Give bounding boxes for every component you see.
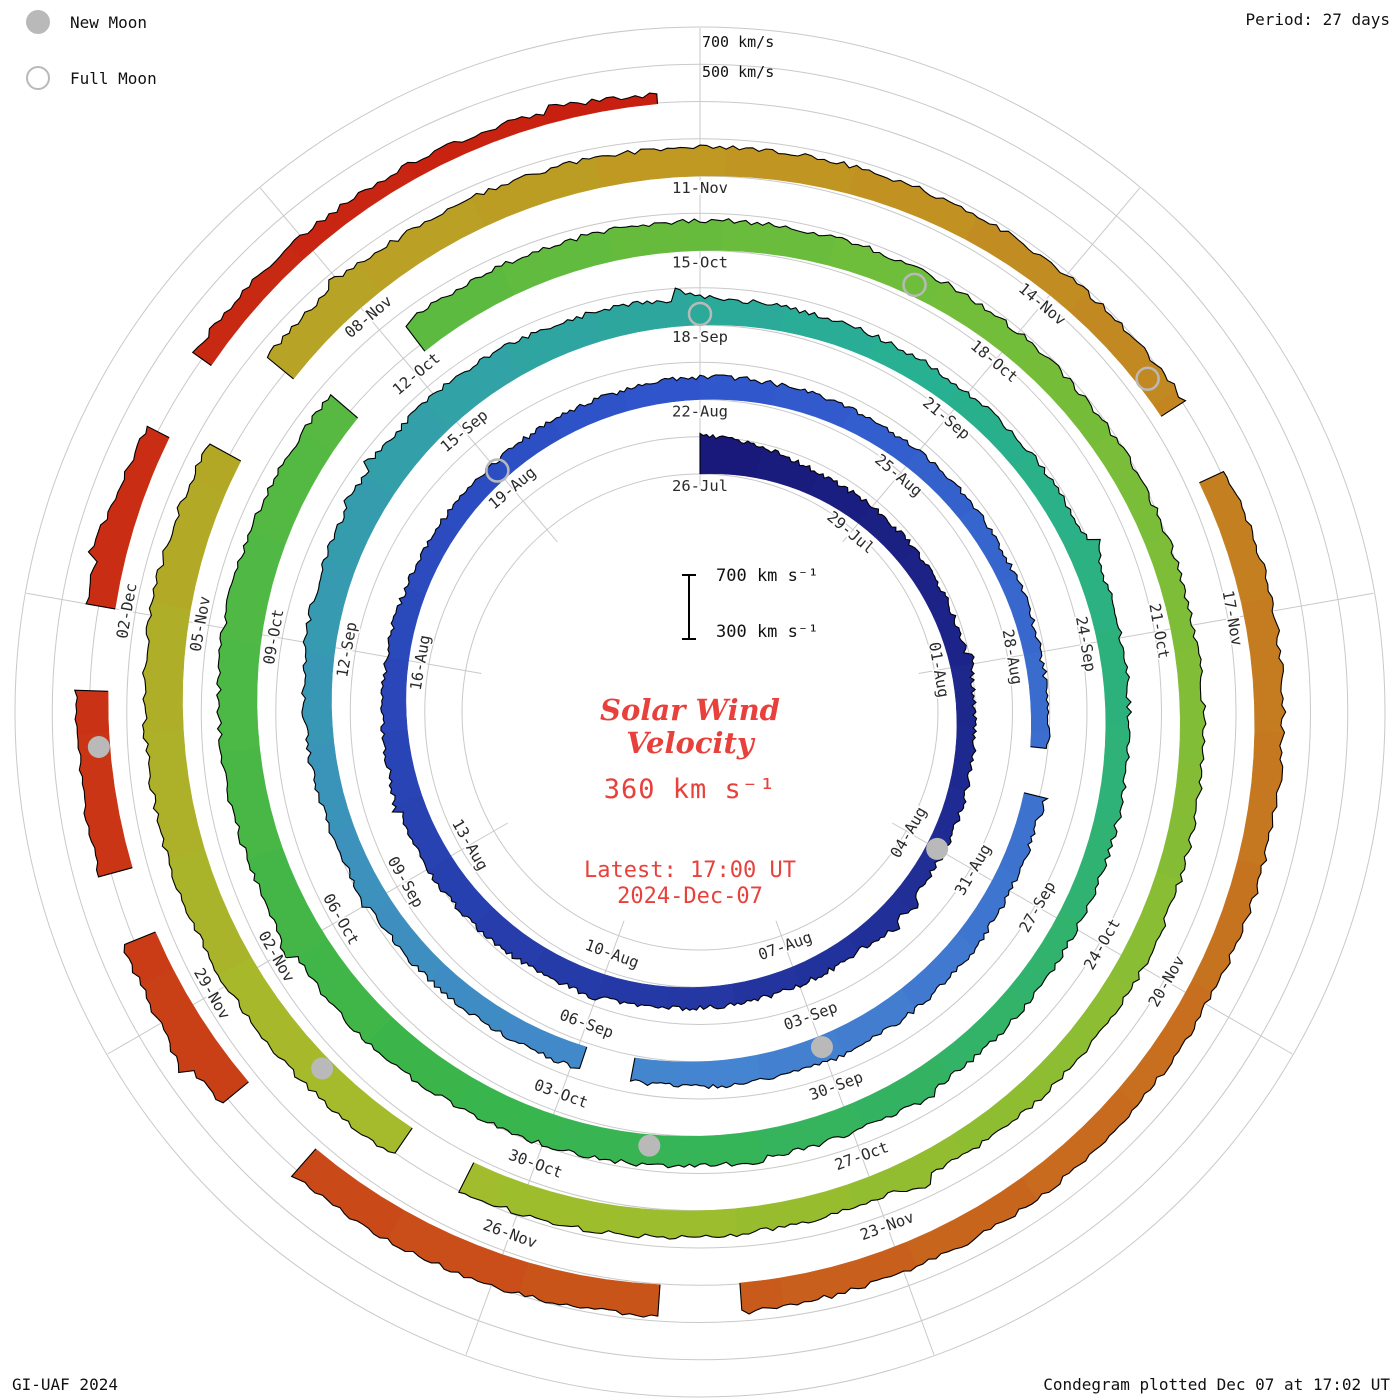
date-label-30-Oct: 30-Oct bbox=[506, 1146, 565, 1182]
new-moon-label: New Moon bbox=[70, 12, 148, 32]
new-moon-icon bbox=[26, 10, 50, 34]
new-moon-marker bbox=[311, 1057, 334, 1080]
new-moon-marker bbox=[638, 1134, 661, 1157]
full-moon-icon bbox=[26, 66, 50, 90]
velocity-scalebar-line bbox=[688, 576, 690, 638]
plotted-timestamp: Condegram plotted Dec 07 at 17:02 UT bbox=[1043, 1375, 1390, 1394]
latest-date-line: 2024-Dec-07 bbox=[617, 884, 763, 909]
date-label-12-Oct: 12-Oct bbox=[389, 349, 443, 399]
moon-legend: New Moon Full Moon bbox=[26, 8, 157, 120]
legend-full-moon-row: Full Moon bbox=[26, 64, 157, 92]
full-moon-marker bbox=[485, 458, 510, 483]
date-label-06-Sep: 06-Sep bbox=[557, 1006, 616, 1042]
period-label: Period: 27 days bbox=[1245, 10, 1391, 29]
scalebar-bottom-label: 300 km s⁻¹ bbox=[716, 622, 819, 642]
new-moon-marker bbox=[926, 837, 949, 860]
date-label-03-Sep: 03-Sep bbox=[781, 998, 840, 1034]
chart-title-line1: Solar Wind bbox=[600, 693, 780, 727]
full-moon-marker bbox=[1135, 366, 1160, 392]
outer-axis-500-label: 500 km/s bbox=[702, 63, 775, 81]
scalebar-top-label: 700 km s⁻¹ bbox=[716, 566, 819, 586]
date-label-30-Sep: 30-Sep bbox=[807, 1068, 866, 1104]
new-moon-marker bbox=[87, 736, 110, 759]
full-moon-label: Full Moon bbox=[70, 68, 157, 88]
date-label-27-Oct: 27-Oct bbox=[832, 1138, 891, 1174]
latest-velocity-value: 360 km s⁻¹ bbox=[603, 774, 777, 805]
date-label-15-Oct: 15-Oct bbox=[672, 254, 728, 272]
full-moon-marker bbox=[902, 272, 927, 298]
full-moon-marker bbox=[687, 301, 713, 327]
date-label-03-Oct: 03-Oct bbox=[532, 1076, 591, 1112]
date-label-18-Sep: 18-Sep bbox=[672, 328, 728, 346]
outer-axis-700-label: 700 km/s bbox=[702, 33, 775, 51]
chart-title: Solar Wind Velocity bbox=[480, 694, 900, 760]
date-label-22-Aug: 22-Aug bbox=[672, 403, 728, 421]
latest-timestamp: Latest: 17:00 UT 2024-Dec-07 bbox=[480, 858, 900, 910]
date-label-11-Nov: 11-Nov bbox=[672, 179, 728, 197]
new-moon-marker bbox=[810, 1036, 833, 1059]
velocity-outline bbox=[73, 92, 1287, 1318]
date-label-26-Jul: 26-Jul bbox=[672, 477, 728, 495]
credit-label: GI-UAF 2024 bbox=[12, 1375, 118, 1394]
date-label-23-Nov: 23-Nov bbox=[858, 1208, 917, 1244]
date-label-10-Aug: 10-Aug bbox=[583, 936, 642, 972]
date-label-26-Nov: 26-Nov bbox=[481, 1216, 540, 1252]
date-label-07-Aug: 07-Aug bbox=[756, 928, 815, 964]
velocity-scalebar bbox=[682, 574, 696, 640]
legend-new-moon-row: New Moon bbox=[26, 8, 157, 36]
moon-markers bbox=[87, 272, 1160, 1157]
chart-title-line2: Velocity bbox=[626, 726, 754, 760]
latest-time-line: Latest: 17:00 UT bbox=[584, 858, 796, 883]
